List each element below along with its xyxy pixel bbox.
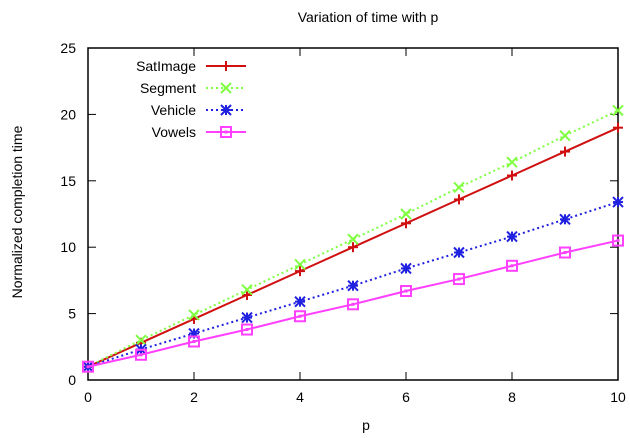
legend-marker [221,61,231,71]
legend-item-segment: Segment [140,80,246,96]
data-point [559,129,571,142]
series-layer [82,104,624,373]
data-point [506,230,518,243]
y-axis-label: Normalized completion time [9,125,25,298]
data-point [188,309,200,321]
data-point [400,285,412,298]
legend-item-satimage: SatImage [136,58,246,74]
data-point [400,208,412,220]
data-point [507,170,517,181]
data-point [559,246,571,259]
data-point [613,122,623,133]
series-vowels [82,234,624,373]
data-point [347,280,359,292]
data-point [242,290,252,301]
data-point [612,234,624,247]
x-tick-label: 2 [190,389,198,405]
data-point [188,335,200,348]
data-point [348,242,358,253]
legend-marker [220,126,232,138]
y-tick-label: 5 [68,306,76,322]
plot-frame [87,47,619,381]
data-point [612,104,624,117]
legend-label: SatImage [136,58,196,74]
x-tick-label: 4 [296,389,304,405]
legend-item-vehicle: Vehicle [151,102,246,118]
data-point [454,194,464,205]
y-tick-label: 25 [60,40,76,56]
x-tick-label: 10 [610,389,626,405]
x-tick-label: 6 [402,389,410,405]
y-tick-label: 20 [60,106,76,122]
data-point [294,258,306,271]
legend: SatImage Segment Vehicle Vowels [136,58,246,140]
data-point [347,233,359,245]
legend-label: Vehicle [151,102,196,118]
data-point [294,295,306,308]
data-point [453,181,465,194]
legend-label: Segment [140,80,196,96]
x-tick-label: 8 [508,389,516,405]
legend-marker [220,82,232,94]
legend-label: Vowels [152,124,196,140]
data-point [506,156,518,168]
data-point [241,311,253,324]
data-point [560,146,570,157]
y-tick-label: 0 [68,372,76,388]
y-tick-label: 10 [60,239,76,255]
data-point [506,259,518,272]
data-point [612,196,624,208]
data-point [82,360,94,373]
y-tick-label: 15 [60,173,76,189]
data-point [401,218,411,229]
chart-title: Variation of time with p [298,9,439,25]
plot-area: 0 2 4 6 8 10 0 5 10 15 20 25 [60,40,626,405]
series-satimage [83,122,623,372]
data-point [559,213,571,226]
data-point [241,283,253,296]
data-point [347,298,359,311]
x-axis-label: p [362,417,370,433]
series-vehicle [82,196,624,373]
data-point [453,273,465,286]
series-line-segment [87,109,619,368]
data-point [135,334,147,346]
legend-marker [220,104,232,116]
data-point [241,323,253,336]
x-tick-label: 0 [84,389,92,405]
data-point [294,310,306,323]
data-point [135,348,147,361]
data-point [400,262,412,275]
data-point [295,266,305,277]
data-point [453,246,465,259]
legend-item-vowels: Vowels [152,124,246,140]
